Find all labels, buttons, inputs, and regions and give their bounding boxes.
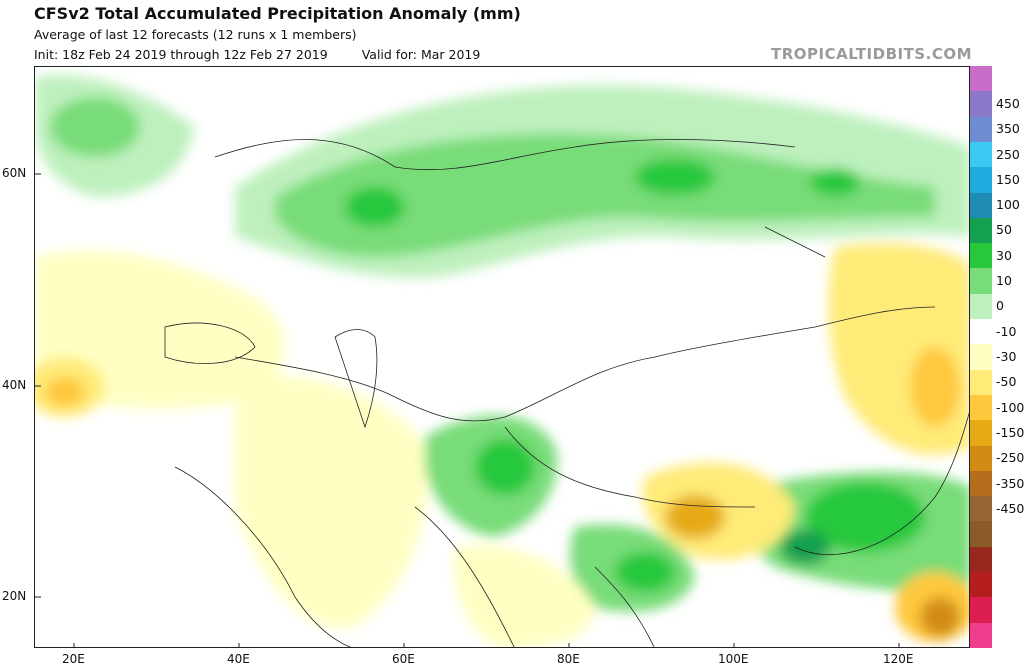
dry-india [454,545,595,647]
colorbar-cell [970,597,992,624]
colorbar-cell [970,622,992,649]
dry-europe [35,250,285,409]
chart-title: CFSv2 Total Accumulated Precipitation An… [34,4,521,23]
dry-northeast [828,243,969,455]
border-hint-2 [654,306,936,358]
wet-south-china-core [805,482,925,552]
colorbar-cell [970,167,992,193]
colorbar-cell [970,521,992,548]
colorbar-label: -100 [996,399,1024,415]
lon-label-60e: 60E [392,652,415,666]
coast-arctic [214,139,796,171]
wet-core-east [810,168,860,196]
colorbar-label: 350 [996,121,1020,137]
lon-label-40e: 40E [227,652,250,666]
colorbar-cell [970,243,992,269]
colorbar-cell [970,394,992,421]
colorbar-label: 50 [996,222,1012,238]
anomaly-fields [35,75,969,647]
colorbar-cell [970,141,992,168]
colorbar-cell [970,572,992,598]
coast-bay-of-bengal [594,566,655,647]
wet-scandinavia-core [50,97,140,157]
coast-arabia [174,466,351,647]
colorbar-label: -50 [996,374,1017,390]
colorbar-cell [970,268,992,295]
lon-label-120e: 120E [883,652,914,666]
chart-subtitle: Average of last 12 forecasts (12 runs x … [34,27,357,42]
init-valid-line: Init: 18z Feb 24 2019 through 12z Feb 27… [34,47,480,62]
colorbar-cell [970,91,992,118]
colorbar-label: -150 [996,424,1024,440]
colorbar-cell [970,546,992,573]
colorbar-cell [970,420,992,447]
colorbar-label: -10 [996,323,1017,339]
colorbar-cell [970,470,992,497]
colorbar-cell [970,217,992,244]
colorbar-cell [970,116,992,143]
border-hint-1 [234,356,656,422]
colorbar-cell [970,369,992,396]
wet-core-urals [345,187,405,227]
colorbar-label: -350 [996,475,1024,491]
colorbar-cell [970,496,992,522]
init-text: Init: 18z Feb 24 2019 through 12z Feb 27… [34,47,328,62]
coast-china [794,412,969,555]
dry-yunnan-core [665,495,725,539]
colorbar-label: -250 [996,450,1024,466]
dry-middle-east [235,375,428,628]
border-hint-3 [504,426,756,508]
colorbar-label: 100 [996,197,1020,213]
colorbar-label: 0 [996,298,1004,314]
coastlines [164,139,969,647]
coast-baikal [764,226,826,258]
map-canvas [35,75,969,647]
coast-black-sea [164,322,256,364]
colorbar-label: 10 [996,273,1012,289]
lat-label-60n: 60N [2,166,27,180]
dry-korea-core [910,347,960,427]
lat-ticks [35,173,41,598]
colorbar-cell [970,293,992,320]
valid-text: Valid for: Mar 2019 [361,47,481,62]
lat-label-40n: 40N [2,378,27,392]
coast-india [414,506,515,647]
dry-philippines-core [920,597,960,637]
colorbar-label: 250 [996,146,1020,162]
lon-label-100e: 100E [718,652,749,666]
lon-ticks [73,643,900,647]
colorbar-label: -30 [996,349,1017,364]
colorbar-label: 150 [996,171,1020,187]
brand-watermark: TROPICALTIDBITS.COM [771,45,972,63]
colorbar-label: -450 [996,500,1024,516]
colorbar-cell [970,445,992,472]
anomaly-map [34,66,970,648]
lat-label-20n: 20N [2,589,27,603]
colorbar-cell [970,192,992,219]
colorbar [970,66,992,649]
colorbar-label: 30 [996,247,1012,263]
wet-core-siberia [635,159,715,195]
lon-label-20e: 20E [62,652,85,666]
lon-label-80e: 80E [557,652,580,666]
wet-south-china-core2 [780,529,830,565]
colorbar-cell [970,344,992,371]
wet-bengal-core [615,552,675,592]
wet-band-north-mid [275,133,935,257]
wet-pakistan-core [475,439,535,495]
colorbar-label: 450 [996,95,1020,111]
colorbar-cell [970,66,992,92]
colorbar-cell [970,319,992,345]
coast-caspian [334,329,378,429]
dry-balkans-core [45,377,85,407]
